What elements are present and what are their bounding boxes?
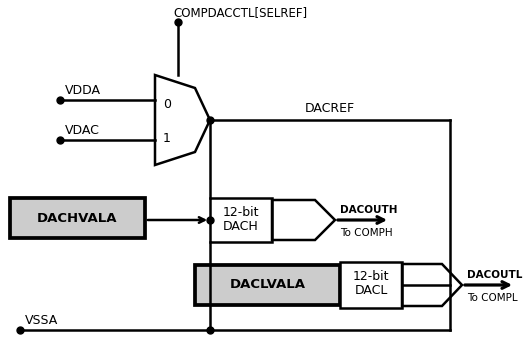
- Text: To COMPH: To COMPH: [340, 228, 393, 238]
- Text: DACL: DACL: [354, 284, 388, 296]
- Text: 12-bit: 12-bit: [353, 270, 389, 282]
- Text: VDDA: VDDA: [65, 84, 101, 97]
- Text: DACLVALA: DACLVALA: [229, 279, 306, 291]
- Text: DACH: DACH: [223, 219, 259, 232]
- Text: 12-bit: 12-bit: [223, 205, 259, 218]
- Text: DACOUTH: DACOUTH: [340, 205, 397, 215]
- Bar: [10, 198, 145, 238]
- Text: 1: 1: [163, 131, 171, 145]
- Bar: [195, 265, 340, 305]
- Text: 0: 0: [163, 98, 171, 111]
- Bar: [210, 198, 272, 242]
- Text: VSSA: VSSA: [25, 314, 58, 327]
- Text: DACOUTL: DACOUTL: [467, 270, 522, 280]
- Text: DACREF: DACREF: [305, 102, 355, 115]
- Text: COMPDACCTL[SELREF]: COMPDACCTL[SELREF]: [173, 6, 307, 19]
- Text: VDAC: VDAC: [65, 124, 100, 137]
- Text: To COMPL: To COMPL: [467, 293, 518, 303]
- Text: DACHVALA: DACHVALA: [37, 212, 118, 224]
- Bar: [340, 262, 402, 308]
